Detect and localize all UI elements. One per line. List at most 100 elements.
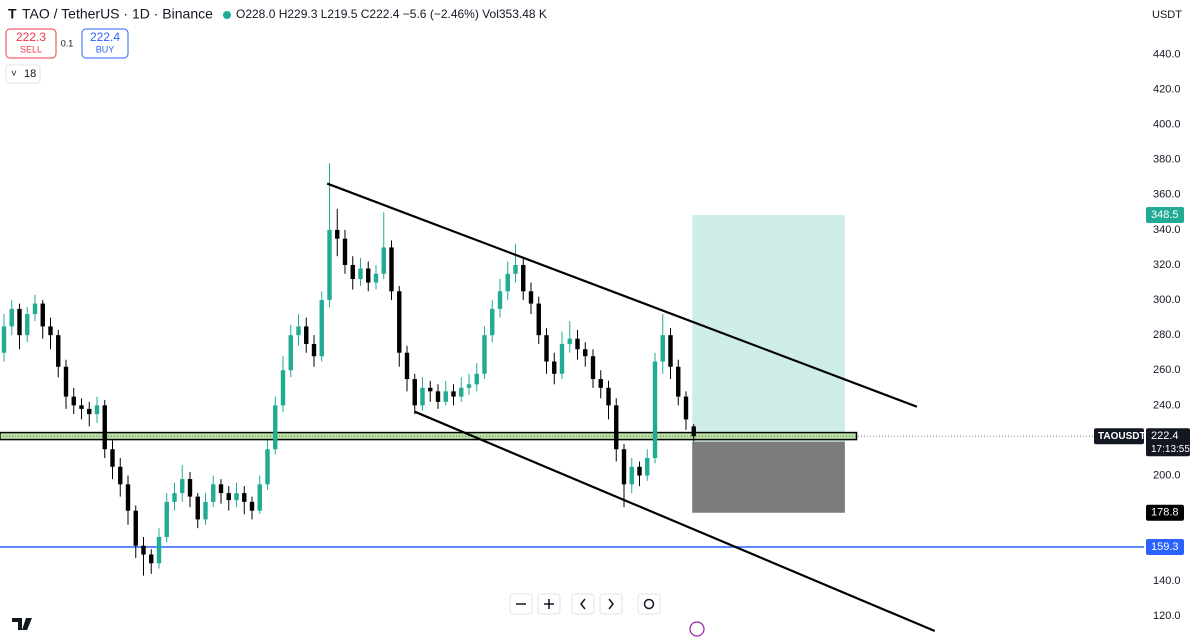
candle-body <box>443 391 448 402</box>
candle-body <box>629 466 634 485</box>
price-tag <box>1146 206 1184 223</box>
candle-body <box>156 536 162 564</box>
status-dot <box>223 11 231 19</box>
y-tick-label: 140.0 <box>1153 575 1181 587</box>
price-tag <box>1146 538 1184 555</box>
last-price-tag <box>1146 428 1190 457</box>
candle-body <box>490 308 495 336</box>
candle-body <box>676 366 681 397</box>
toolbar <box>12 593 705 637</box>
currency: USDT <box>1152 9 1182 21</box>
candle-body <box>381 247 386 274</box>
candle-body <box>319 300 324 357</box>
scroll-left[interactable] <box>571 593 595 615</box>
candle-body <box>451 391 456 397</box>
candle-body <box>583 349 588 357</box>
candle-body <box>234 493 239 501</box>
candle-body <box>149 554 154 564</box>
candle-body <box>257 484 262 511</box>
buy-button[interactable] <box>81 28 129 59</box>
candle-body <box>180 479 185 494</box>
buy-price: 222.4 <box>90 30 120 44</box>
candle-body <box>17 308 22 336</box>
candle-body <box>536 303 541 336</box>
candle-body <box>249 501 255 511</box>
candle-body <box>40 303 45 327</box>
candle-body <box>645 458 650 476</box>
candle-body <box>652 361 658 459</box>
buy-label: BUY <box>96 44 115 54</box>
y-tick-label: 120.0 <box>1153 610 1181 622</box>
candle-body <box>428 387 433 392</box>
candle-body <box>621 449 627 485</box>
symbol-tag-label: TAOUSDT <box>1098 431 1146 442</box>
indicators-toggle[interactable] <box>5 64 41 84</box>
candle-body <box>358 268 363 280</box>
candle-body <box>575 338 580 350</box>
candle-body <box>226 493 231 501</box>
indicator-count: 18 <box>24 68 36 80</box>
candle-body <box>366 268 371 283</box>
candle-body <box>606 387 611 406</box>
candle-body <box>389 247 394 292</box>
sell-button[interactable] <box>5 28 57 59</box>
candle-body <box>211 484 216 502</box>
candle-body <box>567 338 572 344</box>
y-tick-label: 400.0 <box>1153 118 1181 130</box>
candle-body <box>118 466 123 485</box>
candle-body <box>474 373 479 385</box>
candle-body <box>521 264 526 292</box>
candle-body <box>668 335 673 367</box>
candle-body <box>459 387 464 397</box>
candle-body <box>56 335 61 367</box>
y-tick-label: 360.0 <box>1153 189 1181 201</box>
candle-body <box>466 384 472 388</box>
candle-body <box>280 370 286 406</box>
candle-body <box>48 326 53 336</box>
candle-body <box>637 466 642 476</box>
candle-body <box>505 273 510 292</box>
candle-body <box>691 426 696 437</box>
candle-body <box>164 501 169 537</box>
reset[interactable] <box>637 593 661 615</box>
candle-body <box>342 238 348 265</box>
countdown: 17:13:55 <box>1151 444 1190 455</box>
y-tick-label: 240.0 <box>1153 399 1181 411</box>
candle-body <box>404 352 410 380</box>
candle-body <box>79 405 84 409</box>
target-zone <box>692 214 845 442</box>
y-tick-label: 380.0 <box>1153 154 1181 166</box>
candle-body <box>110 449 115 467</box>
candle-body <box>528 291 534 304</box>
symbol-tag <box>1094 428 1144 445</box>
sell-label: SELL <box>20 44 42 54</box>
price-tag <box>1146 504 1184 521</box>
candle-body <box>327 229 332 301</box>
trendline <box>326 182 918 408</box>
candle-body <box>187 479 193 497</box>
y-tick-label: 340.0 <box>1153 224 1181 236</box>
scroll-right[interactable] <box>599 593 623 615</box>
header: T TAO / TetherUS · 1D · Binance O228.0 H… <box>5 6 1182 84</box>
candle-body <box>420 387 425 406</box>
candle-body <box>373 273 379 283</box>
candle-body <box>435 391 441 402</box>
candle-body <box>683 396 689 420</box>
candle-body <box>195 496 200 520</box>
candle-body <box>311 343 317 357</box>
y-tick-label: 280.0 <box>1153 329 1181 341</box>
last-price-label: 222.4 <box>1151 430 1179 442</box>
candle-body <box>296 326 301 336</box>
trendline <box>414 410 936 633</box>
logo-t: T <box>8 6 17 22</box>
candle-body <box>218 484 224 494</box>
alert-icon[interactable] <box>689 621 705 637</box>
y-tick-label: 260.0 <box>1153 364 1181 376</box>
candle-body <box>9 308 14 327</box>
candle-body <box>203 501 208 520</box>
support-zone <box>0 431 858 441</box>
chevron: ˅ <box>11 69 17 80</box>
candle-body <box>552 361 557 374</box>
